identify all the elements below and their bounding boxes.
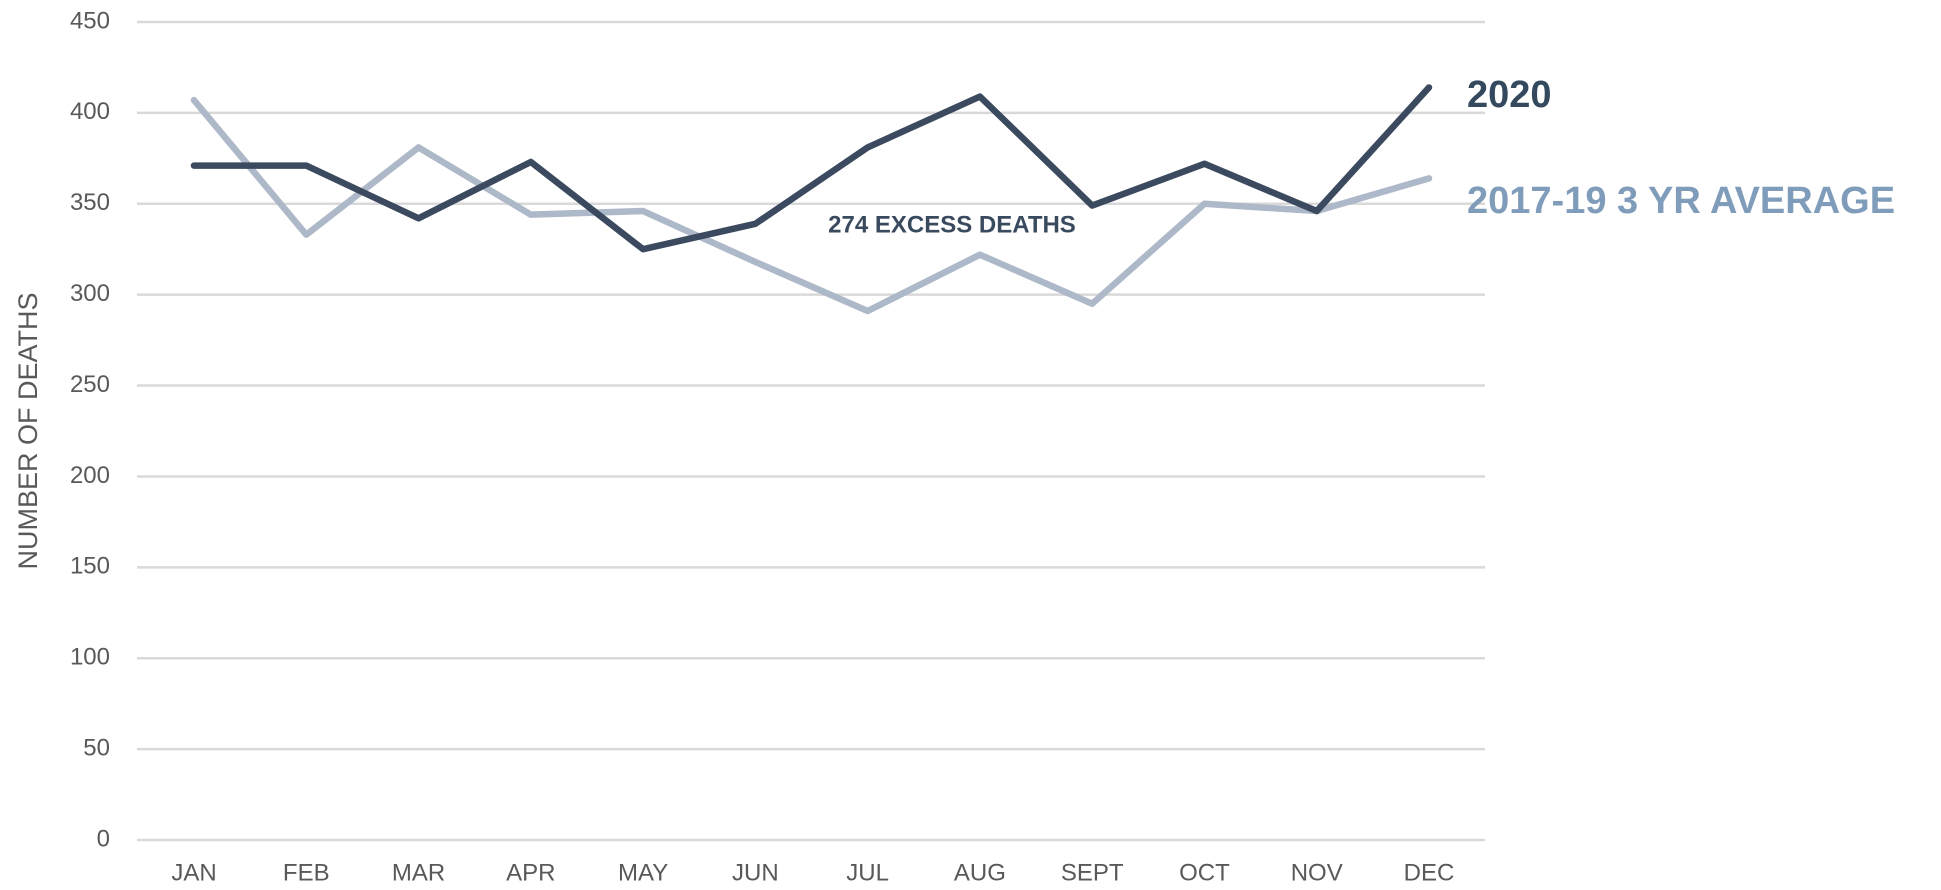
legend-label: 2020: [1467, 74, 1552, 116]
y-axis-label: NUMBER OF DEATHS: [13, 292, 43, 569]
x-tick-label: NOV: [1291, 859, 1343, 886]
x-tick-label: JUN: [732, 859, 779, 886]
legend-label: 2017-19 3 YR AVERAGE: [1467, 180, 1895, 222]
series-line: [190, 84, 1433, 253]
y-tick-label: 450: [70, 7, 110, 34]
y-tick-label: 0: [97, 825, 110, 852]
y-tick-label: 300: [70, 280, 110, 307]
y-tick-label: 150: [70, 553, 110, 580]
series-line: [190, 96, 1433, 315]
y-tick-label: 400: [70, 98, 110, 125]
x-tick-label: APR: [506, 859, 555, 886]
x-tick-label: SEPT: [1061, 859, 1124, 886]
x-tick-label: MAR: [392, 859, 445, 886]
y-tick-label: 50: [83, 734, 110, 761]
x-tick-label: JUL: [846, 859, 889, 886]
x-tick-label: OCT: [1179, 859, 1230, 886]
x-tick-label: MAY: [618, 859, 668, 886]
x-tick-label: DEC: [1404, 859, 1455, 886]
x-tick-label: FEB: [283, 859, 330, 886]
y-tick-label: 100: [70, 644, 110, 671]
y-tick-label: 250: [70, 371, 110, 398]
y-tick-label: 200: [70, 462, 110, 489]
y-tick-label: 350: [70, 189, 110, 216]
annotation: 274 EXCESS DEATHS: [828, 211, 1076, 238]
x-tick-label: AUG: [954, 859, 1006, 886]
x-tick-label: JAN: [171, 859, 216, 886]
